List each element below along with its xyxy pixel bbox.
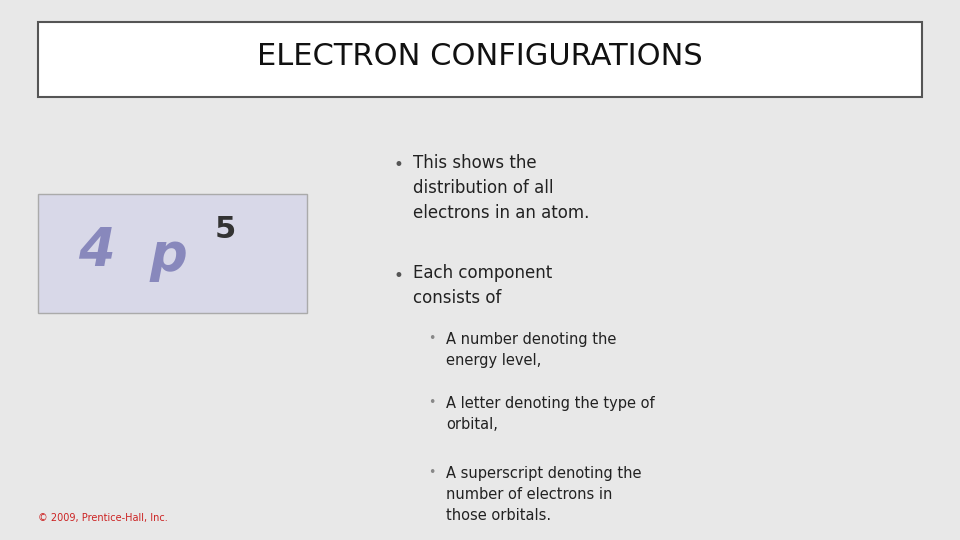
Text: •: • [428, 332, 436, 345]
Text: •: • [428, 467, 436, 480]
Text: A letter denoting the type of
orbital,: A letter denoting the type of orbital, [446, 396, 655, 432]
Text: A number denoting the
energy level,: A number denoting the energy level, [446, 332, 616, 368]
Text: This shows the
distribution of all
electrons in an atom.: This shows the distribution of all elect… [413, 154, 589, 221]
Text: p: p [149, 230, 187, 282]
Text: Each component
consists of: Each component consists of [413, 264, 552, 307]
Text: 5: 5 [215, 214, 236, 244]
Text: •: • [428, 396, 436, 409]
Text: 4: 4 [78, 225, 114, 276]
Text: © 2009, Prentice-Hall, Inc.: © 2009, Prentice-Hall, Inc. [38, 513, 168, 523]
Text: A superscript denoting the
number of electrons in
those orbitals.: A superscript denoting the number of ele… [446, 467, 642, 523]
Text: •: • [394, 267, 403, 285]
FancyBboxPatch shape [38, 22, 922, 97]
Text: ELECTRON CONFIGURATIONS: ELECTRON CONFIGURATIONS [257, 42, 703, 71]
FancyBboxPatch shape [38, 194, 307, 313]
Text: •: • [394, 157, 403, 174]
